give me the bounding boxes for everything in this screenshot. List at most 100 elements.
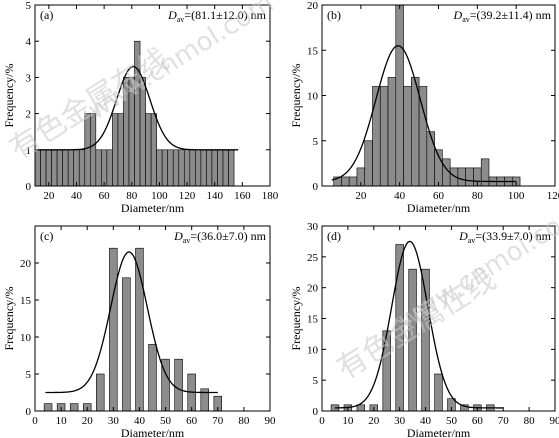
histogram-bar xyxy=(161,149,169,187)
histogram-bar xyxy=(148,344,157,412)
y-tick-label: 5 xyxy=(313,136,319,148)
y-tick-label: 20 xyxy=(20,258,32,270)
y-tick-label: 30 xyxy=(307,221,319,233)
x-tick-label: 40 xyxy=(394,190,406,202)
histogram-bar xyxy=(395,244,404,412)
histogram-bar xyxy=(222,149,229,187)
x-tick-label: 10 xyxy=(56,415,68,427)
chart-panel-c: 0 10 20 30 40 50 60 70 80 90 0 5 10 15 20 Diameter/nm Fr… xyxy=(2,225,277,438)
fit-curve xyxy=(331,45,517,183)
x-tick-label: 180 xyxy=(262,190,279,202)
x-tick-label: 40 xyxy=(420,415,432,427)
panel-label: (d) xyxy=(327,229,341,243)
histogram-bar xyxy=(457,167,466,187)
plot-frame xyxy=(34,225,271,412)
y-tick-label: 15 xyxy=(20,295,32,307)
x-tick-label: 30 xyxy=(108,415,120,427)
y-tick-label: 0 xyxy=(26,181,32,193)
x-axis-label: Diameter/nm xyxy=(121,201,185,215)
histogram-bar xyxy=(106,149,113,187)
histogram-bar xyxy=(434,373,443,412)
x-tick-label: 90 xyxy=(265,415,277,427)
histogram-bar xyxy=(411,77,420,187)
histogram-bar xyxy=(178,149,185,187)
histogram-bar xyxy=(34,149,41,187)
average-diameter-annotation: Dav=(33.9±7.0) nm xyxy=(458,229,552,245)
x-tick-label: 40 xyxy=(134,415,146,427)
histogram-bar xyxy=(183,149,191,187)
y-tick-label: 0 xyxy=(313,406,319,418)
histogram-bar xyxy=(40,149,47,187)
histogram-bar xyxy=(426,131,435,187)
y-axis-label: Frequency/% xyxy=(2,287,16,351)
histogram-bar xyxy=(172,149,180,187)
histogram-bar xyxy=(69,403,79,412)
histogram-bar xyxy=(364,140,373,187)
histogram-bar xyxy=(200,149,207,187)
histogram-bar xyxy=(122,277,131,412)
y-tick-label: 1 xyxy=(26,145,32,157)
histogram-bar xyxy=(372,86,381,187)
y-tick-label: 5 xyxy=(313,375,319,387)
x-axis-label: Diameter/nm xyxy=(407,201,471,215)
x-tick-label: 100 xyxy=(508,190,525,202)
y-tick-label: 20 xyxy=(307,283,319,295)
x-tick-label: 20 xyxy=(43,190,55,202)
y-tick-label: 15 xyxy=(307,314,319,326)
plot-frame xyxy=(34,4,271,187)
histogram-bar xyxy=(228,149,235,187)
histogram-bar xyxy=(211,149,218,187)
histogram-bar xyxy=(195,149,202,187)
histogram-bar xyxy=(67,149,75,187)
x-tick-label: 0 xyxy=(319,415,325,427)
histogram-bar xyxy=(45,149,52,187)
panel-label: (b) xyxy=(327,8,341,22)
x-tick-label: 70 xyxy=(212,415,224,427)
histogram-bar xyxy=(174,358,183,412)
x-tick-label: 60 xyxy=(186,415,198,427)
x-tick-label: 120 xyxy=(547,190,559,202)
histogram-bar xyxy=(123,77,130,187)
average-diameter-annotation: Dav=(81.1±12.0) nm xyxy=(167,8,267,24)
fit-curve xyxy=(334,240,504,409)
y-tick-label: 4 xyxy=(26,36,32,48)
histogram-bar xyxy=(43,403,53,412)
x-tick-label: 60 xyxy=(433,190,445,202)
histogram-bar xyxy=(78,149,86,187)
histogram-bar xyxy=(62,149,69,187)
y-tick-label: 5 xyxy=(26,369,32,381)
y-tick-label: 10 xyxy=(307,344,319,356)
histogram-bar xyxy=(395,4,404,187)
x-tick-label: 20 xyxy=(368,415,380,427)
x-tick-label: 60 xyxy=(99,190,111,202)
x-axis-label: Diameter/nm xyxy=(121,426,185,438)
chart-panel-a: 20 40 60 80 100 120 140 160 180 0 1 2 3 4 5 Diameter/nm… xyxy=(2,0,279,215)
y-tick-label: 2 xyxy=(26,109,32,121)
histogram-bar xyxy=(109,247,118,412)
x-tick-label: 140 xyxy=(206,190,223,202)
histogram-bar xyxy=(189,149,196,187)
y-tick-label: 10 xyxy=(20,332,32,344)
y-tick-label: 20 xyxy=(307,0,319,12)
fit-curve xyxy=(45,251,218,394)
histogram-bar xyxy=(101,149,108,187)
x-tick-label: 80 xyxy=(126,190,138,202)
x-tick-label: 0 xyxy=(32,415,38,427)
histogram-bar xyxy=(89,113,97,187)
histogram-bar xyxy=(217,149,224,187)
x-tick-label: 50 xyxy=(446,415,458,427)
y-tick-label: 3 xyxy=(26,72,32,84)
histogram-bar xyxy=(73,149,80,187)
histogram-bar xyxy=(382,330,391,412)
x-tick-label: 100 xyxy=(151,190,168,202)
x-tick-label: 40 xyxy=(71,190,83,202)
average-diameter-annotation: Dav=(36.0±7.0) nm xyxy=(173,229,267,245)
histogram-bar xyxy=(156,149,163,187)
histogram-bar xyxy=(206,149,213,187)
y-tick-label: 15 xyxy=(307,45,319,57)
x-tick-label: 70 xyxy=(498,415,510,427)
histogram-bar xyxy=(387,77,397,187)
panel-label: (c) xyxy=(40,229,53,243)
histogram-bar xyxy=(84,113,91,187)
